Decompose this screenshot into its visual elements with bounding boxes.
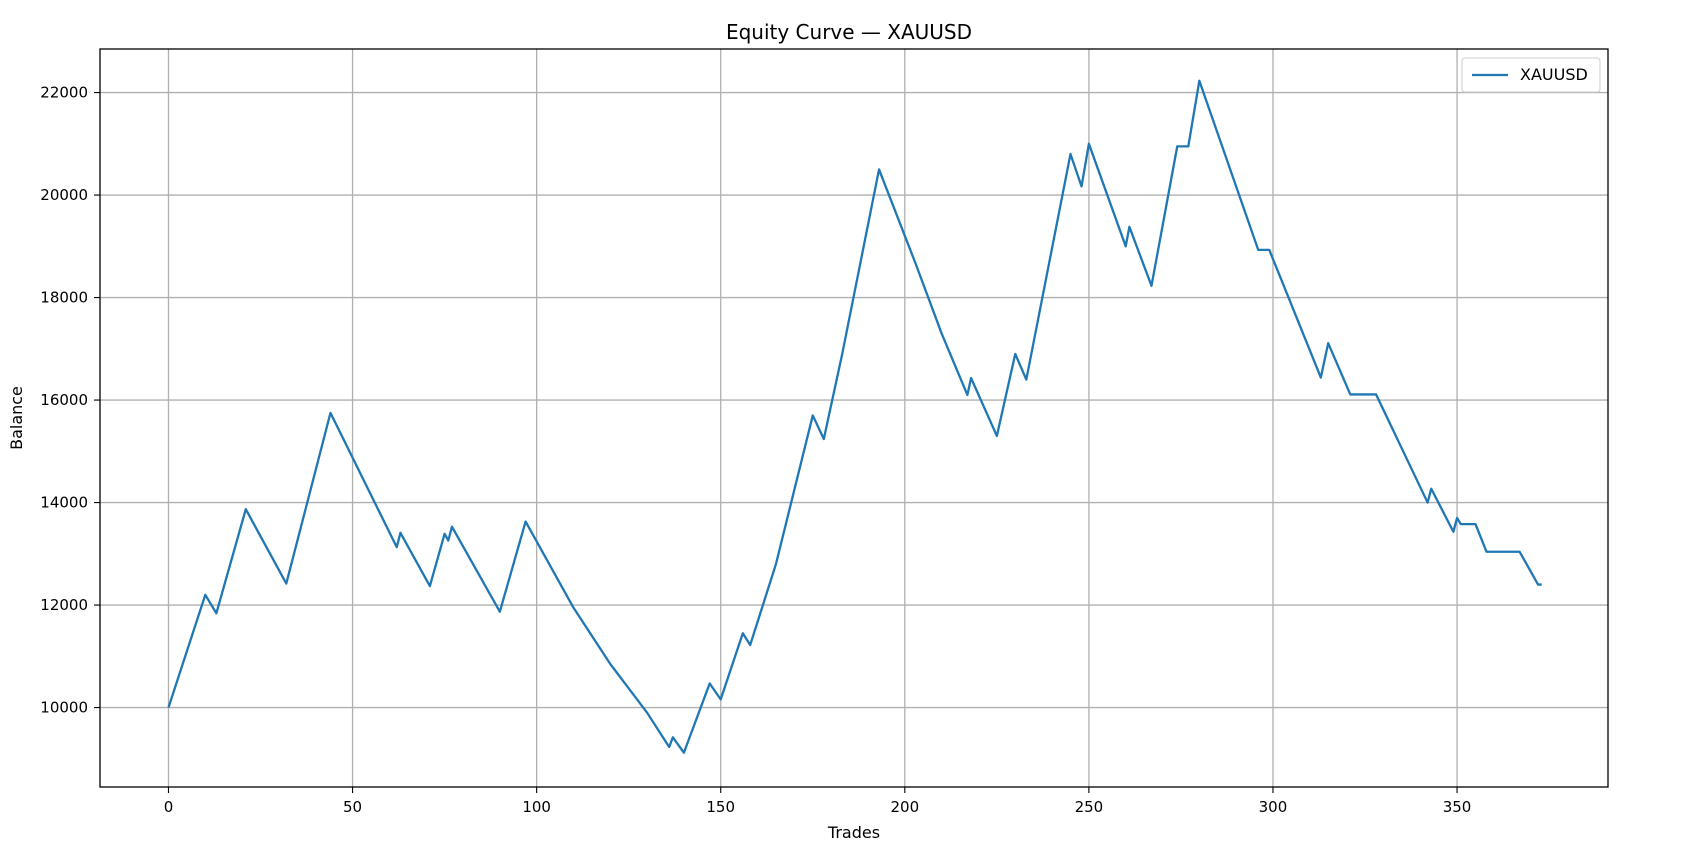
legend: XAUUSD (1461, 57, 1601, 93)
series-line-xauusd (167, 79, 1542, 754)
x-tick-label: 50 (343, 798, 362, 816)
y-axis-label: Balance (7, 386, 26, 450)
y-tick-label: 20000 (40, 186, 88, 204)
x-tick-label: 250 (1075, 798, 1104, 816)
legend-label: XAUUSD (1520, 65, 1588, 84)
y-tick-label: 22000 (40, 84, 88, 102)
series-layer (167, 79, 1542, 754)
x-tick-label: 0 (164, 798, 174, 816)
x-tick-label: 300 (1259, 798, 1288, 816)
plot-frame (99, 48, 1609, 788)
x-tick-label: 100 (522, 798, 551, 816)
chart-title: Equity Curve — XAUUSD (726, 20, 972, 44)
x-tick-label: 200 (890, 798, 919, 816)
y-tick-label: 10000 (40, 699, 88, 717)
y-tick-label: 16000 (40, 391, 88, 409)
legend-box (1461, 57, 1601, 93)
y-axis-ticks: 10000 12000 14000 16000 18000 20000 22000 (40, 84, 100, 717)
x-tick-label: 350 (1443, 798, 1472, 816)
x-tick-label: 150 (706, 798, 735, 816)
x-axis-label: Trades (827, 823, 880, 842)
y-tick-label: 14000 (40, 494, 88, 512)
y-tick-label: 18000 (40, 289, 88, 307)
y-tick-label: 12000 (40, 596, 88, 614)
x-axis-ticks: 0 50 100 150 200 250 300 350 (164, 787, 1472, 816)
grid (100, 49, 1608, 787)
